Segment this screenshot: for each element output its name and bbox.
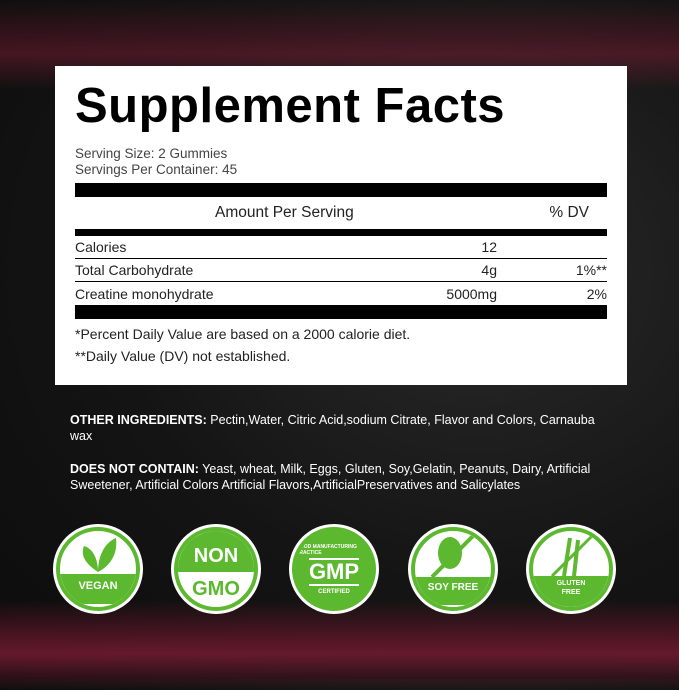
servings-per-container: Servings Per Container: 45: [75, 162, 238, 177]
row-name: Calories: [75, 239, 127, 255]
row-dv: 1%**: [575, 262, 607, 278]
gmp-top-text: GOOD MANUFACTURING PRACTICE: [296, 543, 357, 556]
vegan-badge: VEGAN: [56, 527, 140, 611]
footnote: *Percent Daily Value are based on a 2000…: [75, 326, 411, 342]
gmo-label: GMO: [192, 578, 240, 600]
soybean-icon: [430, 533, 478, 577]
free-text: FREE: [561, 588, 581, 596]
non-label: NON: [178, 531, 254, 572]
other-ingredients: OTHER INGREDIENTS: Pectin,Water, Citric …: [70, 412, 615, 444]
divider: [75, 183, 607, 197]
leaf-icon: [82, 538, 117, 572]
soy-free-badge: SOY FREE: [411, 527, 495, 611]
gluten-free-badge: GLUTEN FREE: [529, 527, 613, 611]
table-row: Total Carbohydrate 4g 1%**: [75, 259, 607, 282]
serving-size: Serving Size: 2 Gummies: [75, 146, 228, 161]
footnote: **Daily Value (DV) not established.: [75, 348, 291, 364]
other-ingredients-text: Pectin,Water, Citric Acid,sodium Citrate…: [70, 413, 595, 443]
row-name: Creatine monohydrate: [75, 285, 214, 302]
panel-title: Supplement Facts: [75, 79, 506, 133]
gluten-text: GLUTEN: [556, 579, 586, 587]
does-not-contain: DOES NOT CONTAIN: Yeast, wheat, Milk, Eg…: [70, 461, 615, 493]
soy-free-label: SOY FREE: [415, 577, 491, 605]
wheat-icon: [550, 532, 596, 576]
background-red-stripe: [0, 600, 679, 690]
row-amount: 4g: [481, 262, 497, 278]
does-not-contain-text: Yeast, wheat, Milk, Eggs, Gluten, Soy,Ge…: [70, 462, 591, 492]
table-header: Amount Per Serving % DV: [75, 197, 607, 229]
non-gmo-badge: NON GMO: [174, 527, 258, 611]
table-row: Calories 12: [75, 236, 607, 259]
row-dv: 2%: [586, 285, 607, 302]
row-name: Total Carbohydrate: [75, 262, 194, 278]
dv-header: % DV: [549, 204, 589, 221]
row-amount: 5000mg: [446, 285, 497, 302]
vegan-label: VEGAN: [60, 574, 136, 604]
supplement-facts-panel: Supplement Facts Serving Size: 2 Gummies…: [55, 66, 627, 385]
gmp-label: GMP: [308, 557, 360, 586]
other-ingredients-label: OTHER INGREDIENTS:: [70, 413, 207, 427]
divider: [75, 305, 607, 319]
table-row: Creatine monohydrate 5000mg 2%: [75, 282, 607, 305]
divider: [75, 229, 607, 236]
row-amount: 12: [481, 239, 497, 255]
gmp-badge: GOOD MANUFACTURING PRACTICE GMP CERTIFIE…: [292, 527, 376, 611]
amount-header: Amount Per Serving: [215, 204, 354, 221]
gmp-bottom-text: CERTIFIED: [318, 588, 350, 595]
does-not-contain-label: DOES NOT CONTAIN:: [70, 462, 199, 476]
